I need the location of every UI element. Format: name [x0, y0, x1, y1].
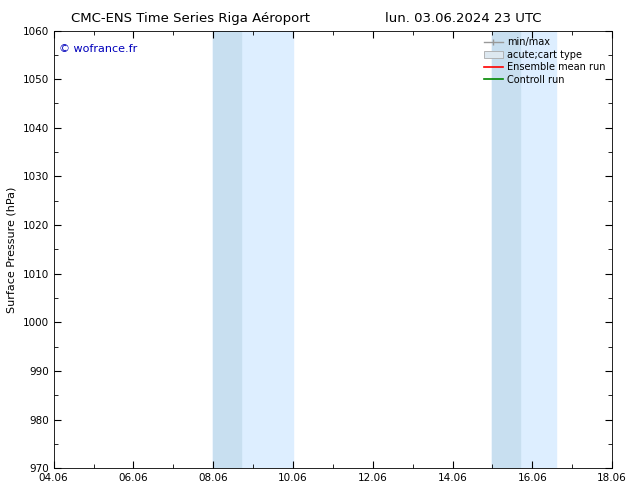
- Text: © wofrance.fr: © wofrance.fr: [59, 44, 138, 54]
- Y-axis label: Surface Pressure (hPa): Surface Pressure (hPa): [7, 186, 17, 313]
- Bar: [213, 30, 293, 468]
- Text: CMC-ENS Time Series Riga Aéroport: CMC-ENS Time Series Riga Aéroport: [71, 12, 309, 25]
- Legend: min/max, acute;cart type, Ensemble mean run, Controll run: min/max, acute;cart type, Ensemble mean …: [482, 35, 607, 87]
- Bar: [493, 30, 521, 468]
- Bar: [213, 30, 241, 468]
- Bar: [493, 30, 556, 468]
- Text: lun. 03.06.2024 23 UTC: lun. 03.06.2024 23 UTC: [385, 12, 541, 25]
